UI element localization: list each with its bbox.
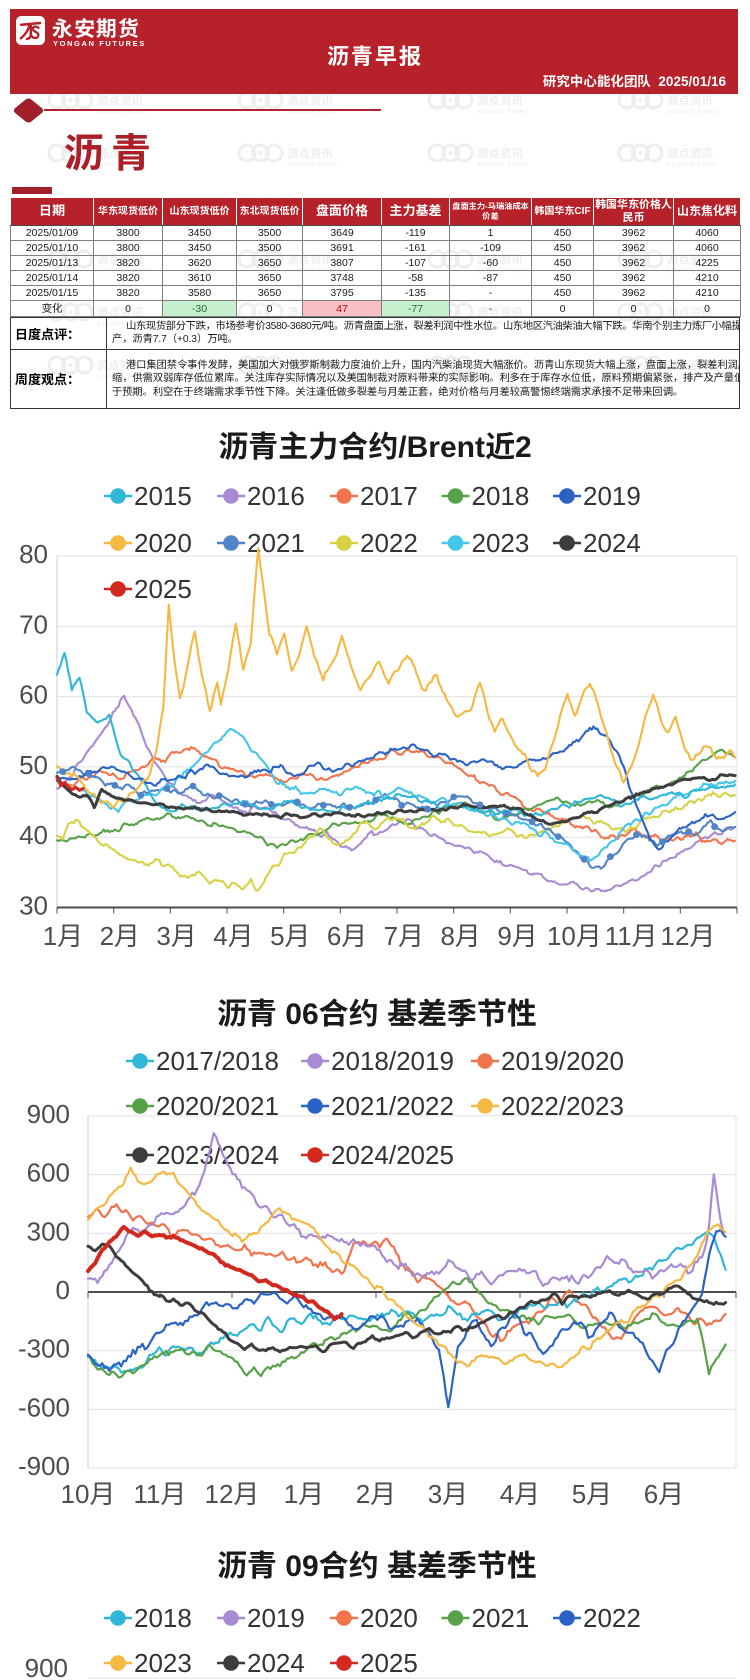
svg-text:源点资讯: 源点资讯	[667, 94, 713, 108]
svg-text:2016: 2016	[247, 481, 305, 511]
svg-text:3月: 3月	[156, 921, 196, 951]
svg-text:70: 70	[19, 609, 48, 639]
svg-text:4月: 4月	[213, 921, 253, 951]
svg-text:SOURCE POINT: SOURCE POINT	[667, 110, 718, 116]
svg-text:2022: 2022	[583, 1603, 641, 1633]
svg-text:2月: 2月	[356, 1479, 396, 1509]
svg-text:60: 60	[19, 680, 48, 710]
svg-text:2022: 2022	[360, 528, 418, 558]
svg-text:6月: 6月	[644, 1479, 684, 1509]
svg-text:2020: 2020	[134, 528, 192, 558]
svg-text:沥青 06合约 基差季节性: 沥青 06合约 基差季节性	[217, 998, 537, 1031]
svg-text:10月: 10月	[61, 1479, 116, 1509]
svg-text:1月: 1月	[284, 1479, 324, 1509]
svg-text:10月: 10月	[547, 921, 602, 951]
svg-text:SOURCE POINT: SOURCE POINT	[97, 110, 148, 116]
svg-text:SOURCE POINT: SOURCE POINT	[97, 163, 148, 169]
svg-text:2024/2025: 2024/2025	[331, 1140, 454, 1170]
svg-text:2021/2022: 2021/2022	[331, 1091, 454, 1121]
svg-text:2025: 2025	[134, 574, 192, 604]
svg-text:80: 80	[19, 539, 48, 569]
svg-text:900: 900	[25, 1653, 68, 1680]
svg-text:SOURCE POINT: SOURCE POINT	[667, 163, 718, 169]
svg-text:2017: 2017	[360, 481, 418, 511]
svg-text:2018: 2018	[134, 1603, 192, 1633]
svg-text:2019: 2019	[583, 481, 641, 511]
svg-text:-900: -900	[18, 1451, 70, 1481]
svg-text:4月: 4月	[500, 1479, 540, 1509]
svg-text:2024: 2024	[247, 1648, 305, 1678]
svg-text:2021: 2021	[472, 1603, 530, 1633]
svg-text:源点资讯: 源点资讯	[287, 94, 333, 108]
svg-text:2020: 2020	[360, 1603, 418, 1633]
svg-text:SOURCE POINT: SOURCE POINT	[477, 110, 528, 116]
svg-text:2022/2023: 2022/2023	[501, 1091, 624, 1121]
svg-text:SOURCE POINT: SOURCE POINT	[287, 163, 338, 169]
svg-text:源点资讯: 源点资讯	[287, 147, 333, 161]
svg-text:SOURCE POINT: SOURCE POINT	[287, 110, 338, 116]
svg-text:-600: -600	[18, 1392, 70, 1422]
svg-text:300: 300	[27, 1216, 70, 1246]
svg-text:3月: 3月	[428, 1479, 468, 1509]
svg-text:源点资讯: 源点资讯	[477, 94, 523, 108]
svg-text:-300: -300	[18, 1334, 70, 1364]
svg-text:2021: 2021	[247, 528, 305, 558]
svg-text:12月: 12月	[661, 921, 716, 951]
svg-text:沥青 09合约 基差季节性: 沥青 09合约 基差季节性	[217, 1550, 537, 1583]
svg-text:30: 30	[19, 891, 48, 921]
svg-text:沥青主力合约/Brent近2: 沥青主力合约/Brent近2	[218, 431, 531, 464]
svg-text:源点资讯: 源点资讯	[477, 147, 523, 161]
svg-text:50: 50	[19, 750, 48, 780]
svg-text:0: 0	[56, 1275, 70, 1305]
svg-text:2025: 2025	[360, 1648, 418, 1678]
svg-text:2020/2021: 2020/2021	[156, 1091, 279, 1121]
svg-text:2017/2018: 2017/2018	[156, 1046, 279, 1076]
svg-text:11月: 11月	[134, 1479, 187, 1509]
svg-text:11月: 11月	[605, 921, 658, 951]
svg-text:6月: 6月	[327, 921, 367, 951]
svg-text:源点资讯: 源点资讯	[97, 94, 143, 108]
svg-text:2024: 2024	[583, 528, 641, 558]
svg-text:2023: 2023	[472, 528, 530, 558]
svg-text:600: 600	[27, 1158, 70, 1188]
svg-text:5月: 5月	[270, 921, 310, 951]
svg-text:1月: 1月	[43, 921, 83, 951]
svg-text:2023/2024: 2023/2024	[156, 1140, 279, 1170]
svg-text:2018: 2018	[472, 481, 530, 511]
svg-text:SOURCE POINT: SOURCE POINT	[477, 163, 528, 169]
svg-text:2018/2019: 2018/2019	[331, 1046, 454, 1076]
svg-text:7月: 7月	[384, 921, 424, 951]
svg-text:源点资讯: 源点资讯	[97, 147, 143, 161]
svg-text:2月: 2月	[100, 921, 140, 951]
svg-text:2015: 2015	[134, 481, 192, 511]
svg-text:2019/2020: 2019/2020	[501, 1046, 624, 1076]
svg-text:40: 40	[19, 820, 48, 850]
svg-text:900: 900	[27, 1099, 70, 1129]
svg-text:2023: 2023	[134, 1648, 192, 1678]
svg-text:源点资讯: 源点资讯	[667, 147, 713, 161]
svg-text:2019: 2019	[247, 1603, 305, 1633]
svg-text:8月: 8月	[440, 921, 480, 951]
svg-text:12月: 12月	[205, 1479, 260, 1509]
svg-text:9月: 9月	[497, 921, 537, 951]
svg-text:5月: 5月	[572, 1479, 612, 1509]
